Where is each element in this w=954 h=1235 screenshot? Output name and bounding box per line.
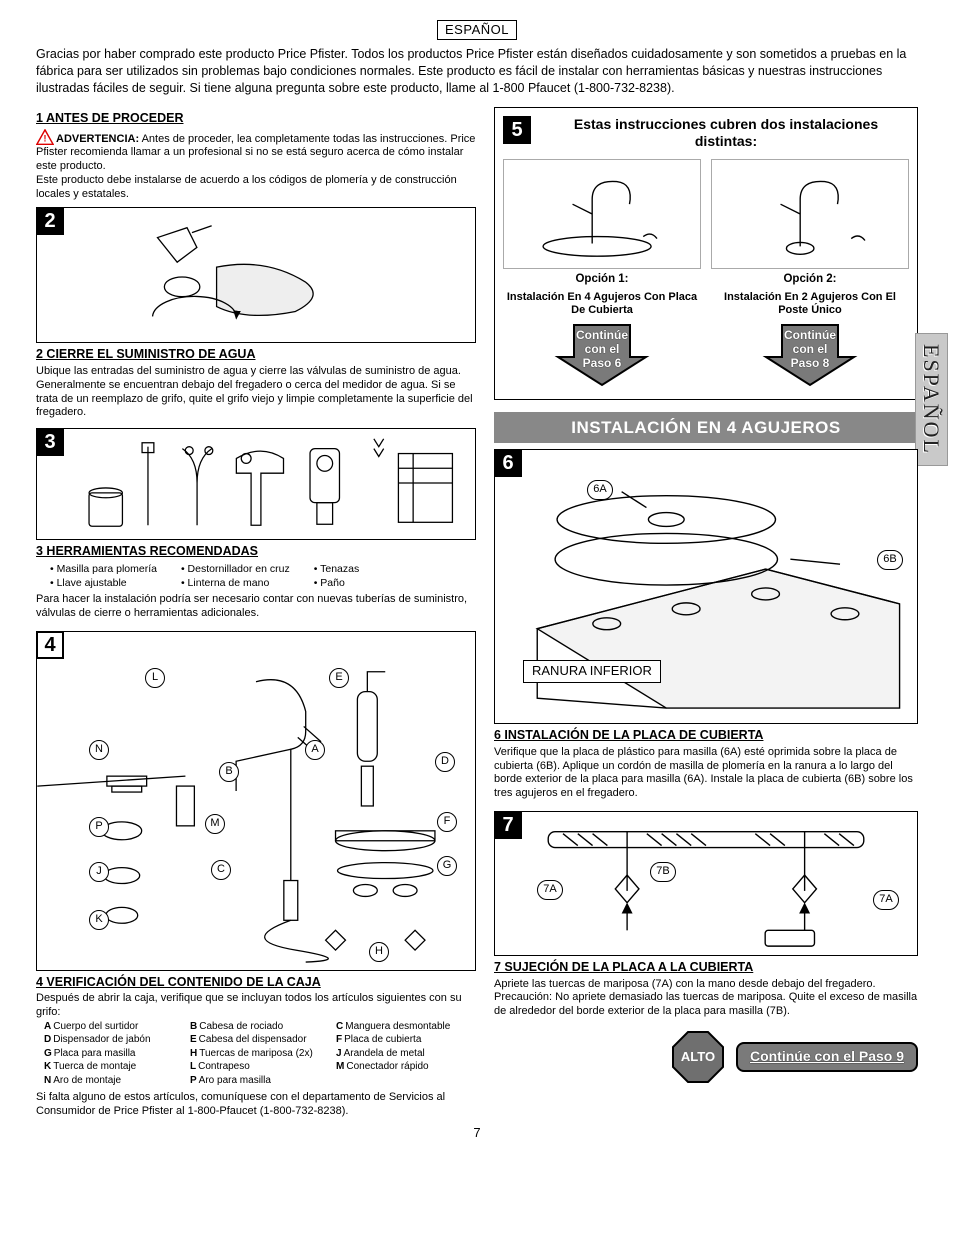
section-7-text: Apriete las tuercas de mariposa (7A) con… [494,978,918,1019]
part-bubble-A: A [305,740,325,760]
section-1-text2: Este producto debe instalarse de acuerdo… [36,174,476,202]
ranura-label: RANURA INFERIOR [523,660,661,682]
part-P: PAro para masilla [190,1074,330,1088]
columns: 1 ANTES DE PROCEDER ! ADVERTENCIA: Antes… [36,107,918,1119]
tool-3a: • Tenazas [314,562,360,577]
tool-2a: • Destornillador en cruz [181,562,290,577]
section-2-title: 2 CIERRE EL SUMINISTRO DE AGUA [36,347,476,363]
tools-list: • Masilla para plomería• Llave ajustable… [50,562,476,591]
section-2-text: Ubique las entradas del suministro de ag… [36,365,476,420]
option-2-figure [711,159,909,269]
language-badge: ESPAÑOL [437,20,517,40]
alto-row: ALTO Continúe con el Paso 9 [494,1029,918,1085]
step-2-number: 2 [36,207,64,235]
figure-2-illustration [37,208,475,342]
section-7-title: 7 SUJECIÓN DE LA PLACA A LA CUBIERTA [494,960,918,976]
section-1: 1 ANTES DE PROCEDER ! ADVERTENCIA: Antes… [36,111,476,202]
section-6-text: Verifique que la placa de plástico para … [494,746,918,801]
section-4-footer: Si falta alguno de estos artículos, comu… [36,1091,476,1119]
part-J: JArandela de metal [336,1047,476,1061]
part-bubble-C: C [211,860,231,880]
label-6A: 6A [587,480,613,500]
page-number: 7 [36,1125,918,1141]
part-bubble-H: H [369,942,389,962]
option-1-desc: Instalación En 4 Agujeros Con Placa De C… [503,291,701,317]
continue-paso-9: Continúe con el Paso 9 [736,1042,918,1072]
part-bubble-L: L [145,668,165,688]
label-7A-right: 7A [873,890,899,910]
svg-text:!: ! [43,133,46,143]
step-5-number: 5 [503,116,531,144]
step-6-number: 6 [494,449,522,477]
section-1-title: 1 ANTES DE PROCEDER [36,111,476,127]
warning-label: ADVERTENCIA: [56,133,139,145]
alto-badge: ALTO [670,1029,726,1085]
tool-1a: • Masilla para plomería [50,562,157,577]
section-4-title: 4 VERIFICACIÓN DEL CONTENIDO DE LA CAJA [36,975,476,991]
parts-table: ACuerpo del surtidor BCabesa de rociado … [44,1020,476,1088]
part-bubble-F: F [437,812,457,832]
section-1-warning: ! ADVERTENCIA: Antes de proceder, lea co… [36,129,476,174]
part-K: KTuerca de montaje [44,1060,184,1074]
part-bubble-J: J [89,862,109,882]
step-5-title: Estas instrucciones cubren dos instalaci… [543,116,909,151]
section-3-note: Para hacer la instalación podría ser nec… [36,593,476,621]
part-B: BCabesa de rociado [190,1020,330,1034]
section-3-title: 3 HERRAMIENTAS RECOMENDADAS [36,544,476,560]
part-F: FPlaca de cubierta [336,1033,476,1047]
part-bubble-G: G [437,856,457,876]
right-column: 5 Estas instrucciones cubren dos instala… [494,107,918,1119]
step-4-number: 4 [36,631,64,659]
section-6-title: 6 INSTALACIÓN DE LA PLACA DE CUBIERTA [494,728,918,744]
arrow-paso-6: Continúecon elPaso 6 [554,323,650,387]
label-6B: 6B [877,550,903,570]
figure-4: 4 [36,631,476,971]
part-H: HTuercas de mariposa (2x) [190,1047,330,1061]
part-bubble-D: D [435,752,455,772]
warning-icon: ! [36,129,54,145]
figure-3-illustration [37,429,475,539]
figure-2: 2 [36,207,476,343]
step-7-number: 7 [494,811,522,839]
label-7B: 7B [650,862,676,882]
label-7A-left: 7A [537,880,563,900]
options-row: Opción 1: Instalación En 4 Agujeros Con … [503,159,909,387]
figure-7: 7 7A 7B 7 [494,811,918,956]
option-1-label: Opción 1: [503,273,701,287]
part-G: GPlaca para masilla [44,1047,184,1061]
part-bubble-B: B [219,762,239,782]
part-D: DDispensador de jabón [44,1033,184,1047]
figure-6: 6 6A 6B RANURA INFERIOR [494,449,918,724]
option-1-figure [503,159,701,269]
language-side-tab: ESPAÑOL [915,333,949,466]
part-C: CManguera desmontable [336,1020,476,1034]
tool-3b: • Paño [314,576,360,591]
step-3-number: 3 [36,428,64,456]
left-column: 1 ANTES DE PROCEDER ! ADVERTENCIA: Antes… [36,107,476,1119]
tool-1b: • Llave ajustable [50,576,157,591]
option-2-desc: Instalación En 2 Agujeros Con El Poste Ú… [711,291,909,317]
part-A: ACuerpo del surtidor [44,1020,184,1034]
part-bubble-E: E [329,668,349,688]
arrow-paso-8: Continúecon elPaso 8 [762,323,858,387]
part-bubble-N: N [89,740,109,760]
option-2-label: Opción 2: [711,273,909,287]
figure-3: 3 [36,428,476,540]
alto-text: ALTO [681,1049,715,1065]
part-bubble-K: K [89,910,109,930]
tool-2b: • Linterna de mano [181,576,290,591]
options-box: 5 Estas instrucciones cubren dos instala… [494,107,918,400]
part-N: NAro de montaje [44,1074,184,1088]
section-banner-4holes: INSTALACIÓN EN 4 AGUJEROS [494,412,918,443]
option-2: Opción 2: Instalación En 2 Agujeros Con … [711,159,909,387]
part-M: MConectador rápido [336,1060,476,1074]
part-bubble-P: P [89,817,109,837]
intro-paragraph: Gracias por haber comprado este producto… [36,46,918,97]
option-1: Opción 1: Instalación En 4 Agujeros Con … [503,159,701,387]
part-E: ECabesa del dispensador [190,1033,330,1047]
part-bubble-M: M [205,814,225,834]
part-L: LContrapeso [190,1060,330,1074]
section-4-lead: Después de abrir la caja, verifique que … [36,992,476,1020]
